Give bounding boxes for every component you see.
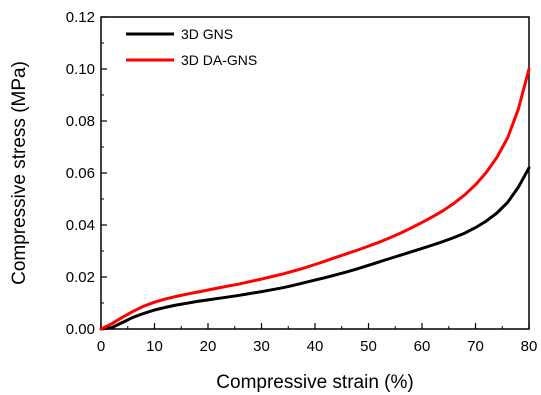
x-axis-title: Compressive strain (%) <box>216 372 413 393</box>
legend-label-3d-da-gns: 3D DA-GNS <box>181 52 257 68</box>
x-tick-label: 50 <box>360 338 377 355</box>
y-tick-label: 0.00 <box>66 321 95 338</box>
y-tick-label: 0.04 <box>66 217 95 234</box>
y-tick-label: 0.02 <box>66 269 95 286</box>
y-tick-label: 0.08 <box>66 113 95 130</box>
y-axis-title: Compressive stress (MPa) <box>9 61 30 285</box>
series-line-3d-da-gns <box>99 67 531 331</box>
x-tick-label: 40 <box>307 338 324 355</box>
x-tick-label: 0 <box>97 338 105 355</box>
x-tick-label: 60 <box>414 338 431 355</box>
y-tick-label: 0.12 <box>66 9 95 26</box>
legend: 3D GNS 3D DA-GNS <box>126 26 257 68</box>
y-tick-label: 0.10 <box>66 61 95 78</box>
plot-area: 0 10 20 30 40 50 60 70 80 0.000.020.040.060.080.… <box>66 9 538 355</box>
x-tick-label: 20 <box>200 338 217 355</box>
x-tick-label: 80 <box>521 338 538 355</box>
y-tick-label: 0.06 <box>66 165 95 182</box>
plot-frame <box>100 16 530 330</box>
y-axis: 0.00 0.02 0.04 0.06 0.08 0.10 0.12 <box>66 9 107 338</box>
series-line-3d-gns <box>99 166 531 331</box>
x-tick-label: 70 <box>467 338 484 355</box>
series-lines <box>99 67 531 331</box>
x-tick-label: 30 <box>253 338 270 355</box>
legend-label-3d-gns: 3D GNS <box>181 26 233 42</box>
x-axis: 0 10 20 30 40 50 60 70 80 <box>97 323 538 355</box>
x-tick-label: 10 <box>146 338 163 355</box>
